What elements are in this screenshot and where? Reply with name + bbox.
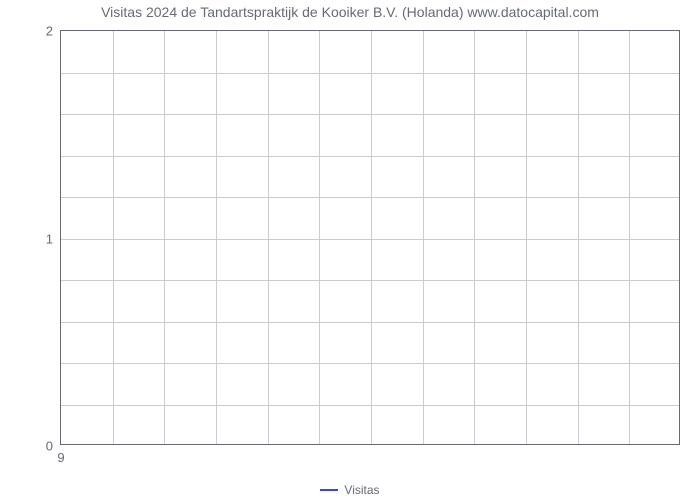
legend: Visitas	[0, 480, 700, 497]
gridline-horizontal	[61, 322, 679, 323]
gridline-vertical	[164, 31, 165, 444]
gridline-vertical	[578, 31, 579, 444]
gridline-vertical	[474, 31, 475, 444]
gridline-vertical	[371, 31, 372, 444]
gridline-vertical	[113, 31, 114, 444]
legend-item-visitas: Visitas	[320, 483, 379, 497]
gridline-horizontal	[61, 73, 679, 74]
chart-title: Visitas 2024 de Tandartspraktijk de Kooi…	[0, 4, 700, 20]
gridline-vertical	[629, 31, 630, 444]
legend-line	[320, 489, 338, 491]
legend-label: Visitas	[344, 483, 379, 497]
gridline-horizontal	[61, 405, 679, 406]
gridline-horizontal	[61, 239, 679, 240]
x-tick-label: 9	[57, 444, 64, 465]
gridline-vertical	[526, 31, 527, 444]
plot-area: 0129	[60, 30, 680, 445]
gridline-horizontal	[61, 280, 679, 281]
gridline-vertical	[268, 31, 269, 444]
gridline-vertical	[216, 31, 217, 444]
gridline-vertical	[319, 31, 320, 444]
y-tick-label: 1	[46, 231, 61, 246]
gridline-horizontal	[61, 156, 679, 157]
gridline-horizontal	[61, 114, 679, 115]
chart-container: { "chart": { "type": "line", "title": "V…	[0, 0, 700, 500]
gridline-horizontal	[61, 197, 679, 198]
y-tick-label: 2	[46, 24, 61, 39]
gridline-horizontal	[61, 363, 679, 364]
gridline-vertical	[423, 31, 424, 444]
